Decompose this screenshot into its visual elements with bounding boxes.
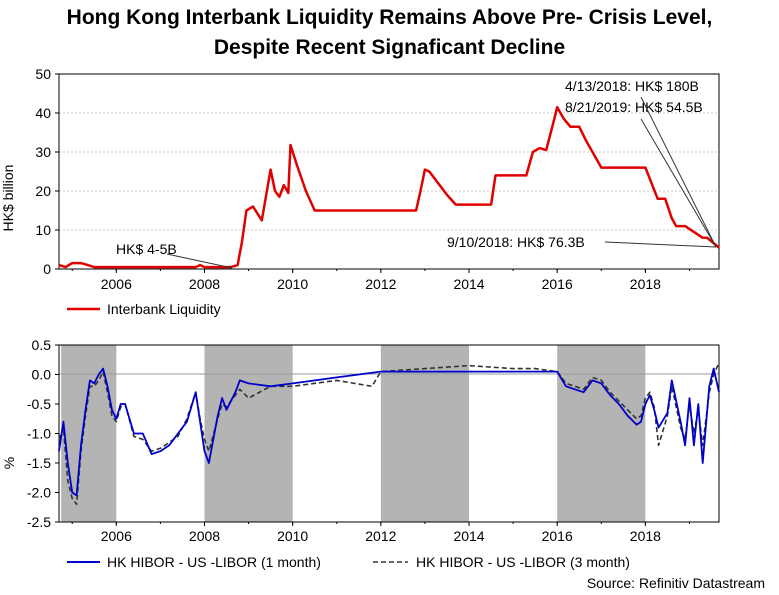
- top-xtick-label-2010: 2010: [277, 276, 308, 292]
- annotation-2018-04-13: 4/13/2018: HK$ 180B: [565, 78, 699, 94]
- bottom-xtick-label-2014: 2014: [453, 528, 484, 544]
- top-y-axis-label: HK$ billion: [0, 165, 16, 232]
- bottom-xtick-label-2012: 2012: [365, 528, 396, 544]
- chart-title-line1: Hong Kong Interbank Liquidity Remains Ab…: [66, 6, 713, 29]
- annotation-leader-2018-09-10: [604, 241, 717, 248]
- bottom-ytick-label-0.5: 0.5: [32, 337, 52, 353]
- bottom-ytick-label--2.5: -2.5: [27, 514, 51, 530]
- top-ytick-label-10: 10: [35, 222, 51, 238]
- bottom-xtick-label-2016: 2016: [542, 528, 573, 544]
- shaded-period-1: [61, 345, 117, 522]
- bottom-ytick-label--1.0: -1.0: [27, 426, 51, 442]
- top-ytick-label-40: 40: [35, 105, 51, 121]
- series-line-hibor-1m: [58, 367, 720, 497]
- series-line-interbank-liquidity: [58, 105, 720, 269]
- top-xtick-label-2014: 2014: [453, 276, 484, 292]
- annotation-4-5b: HK$ 4-5B: [116, 241, 177, 257]
- shaded-period-4: [557, 345, 646, 522]
- top-xtick-label-2018: 2018: [630, 276, 661, 292]
- top-y-axis: 0 10 20 30 40 50: [35, 66, 59, 277]
- bottom-ytick-label--0.5: -0.5: [27, 396, 51, 412]
- annotation-2019-08-21: 8/21/2019: HK$ 54.5B: [565, 99, 703, 115]
- legend-label-hibor-1m: HK HIBOR - US -LIBOR (1 month): [107, 554, 321, 570]
- bottom-y-axis-label: %: [1, 457, 17, 469]
- top-ytick-label-50: 50: [35, 66, 51, 82]
- bottom-xtick-label-2006: 2006: [101, 528, 132, 544]
- bottom-x-axis: 2006 2008 2010 2012 2014 2016 2018: [71, 522, 690, 544]
- top-panel-frame: [58, 73, 720, 270]
- top-ytick-label-30: 30: [35, 144, 51, 160]
- legend-label-hibor-3m: HK HIBOR - US -LIBOR (3 month): [416, 554, 630, 570]
- source-note: Source: Refinitiv Datastream: [586, 575, 765, 591]
- bottom-y-axis: 0.5 0.0 -0.5 -1.0 -1.5 -2.0 -2.5: [27, 337, 59, 530]
- chart-title-line2: Despite Recent Signaficant Decline: [213, 36, 566, 59]
- bottom-ytick-label--1.5: -1.5: [27, 455, 51, 471]
- bottom-xtick-label-2010: 2010: [277, 528, 308, 544]
- shaded-period-2: [204, 345, 293, 522]
- bottom-ytick-label--2.0: -2.0: [27, 485, 51, 501]
- top-xtick-label-2016: 2016: [542, 276, 573, 292]
- top-xtick-label-2008: 2008: [189, 276, 220, 292]
- top-xtick-label-2012: 2012: [365, 276, 396, 292]
- annotation-leader-2019-08-21: [640, 118, 717, 248]
- legend-label-interbank-liquidity: Interbank Liquidity: [107, 301, 221, 317]
- series-line-hibor-3m: [58, 362, 720, 506]
- annotation-leader-2018-04-13: [640, 96, 717, 248]
- bottom-xtick-label-2008: 2008: [189, 528, 220, 544]
- top-panel-gridlines: [59, 112, 719, 231]
- top-ytick-label-0: 0: [43, 261, 51, 277]
- top-ytick-label-20: 20: [35, 183, 51, 199]
- top-x-axis: 2006 2008 2010 2012 2014 2016 2018: [71, 269, 690, 292]
- annotation-2018-09-10: 9/10/2018: HK$ 76.3B: [447, 234, 585, 250]
- bottom-xtick-label-2018: 2018: [630, 528, 661, 544]
- bottom-ytick-label-0.0: 0.0: [32, 367, 52, 383]
- top-xtick-label-2006: 2006: [101, 276, 132, 292]
- annotation-leader-4-5b: [166, 253, 233, 269]
